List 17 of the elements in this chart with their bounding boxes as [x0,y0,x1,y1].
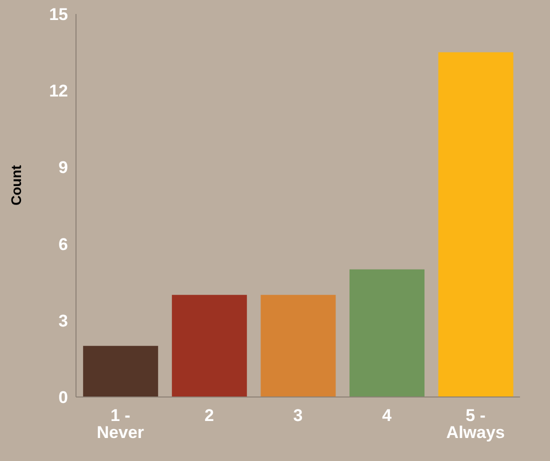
y-tick-label: 0 [58,388,68,408]
bar [260,294,336,397]
bar [83,346,158,397]
y-axis-title: Count [8,164,24,206]
bar [172,294,247,397]
bar [350,269,425,397]
x-tick-label: 4 [382,406,392,426]
x-tick-label: 1 - Never [96,406,144,442]
y-tick-label: 9 [58,158,68,178]
y-tick-label: 15 [49,5,68,24]
x-tick-label: 3 [293,406,303,426]
x-tick-label: 2 [204,406,214,426]
x-tick-label: 5 - Always [446,406,505,442]
y-tick-label: 6 [58,234,68,254]
bar [438,52,514,397]
y-tick-label: 3 [58,311,68,330]
y-tick-label: 12 [49,82,68,101]
